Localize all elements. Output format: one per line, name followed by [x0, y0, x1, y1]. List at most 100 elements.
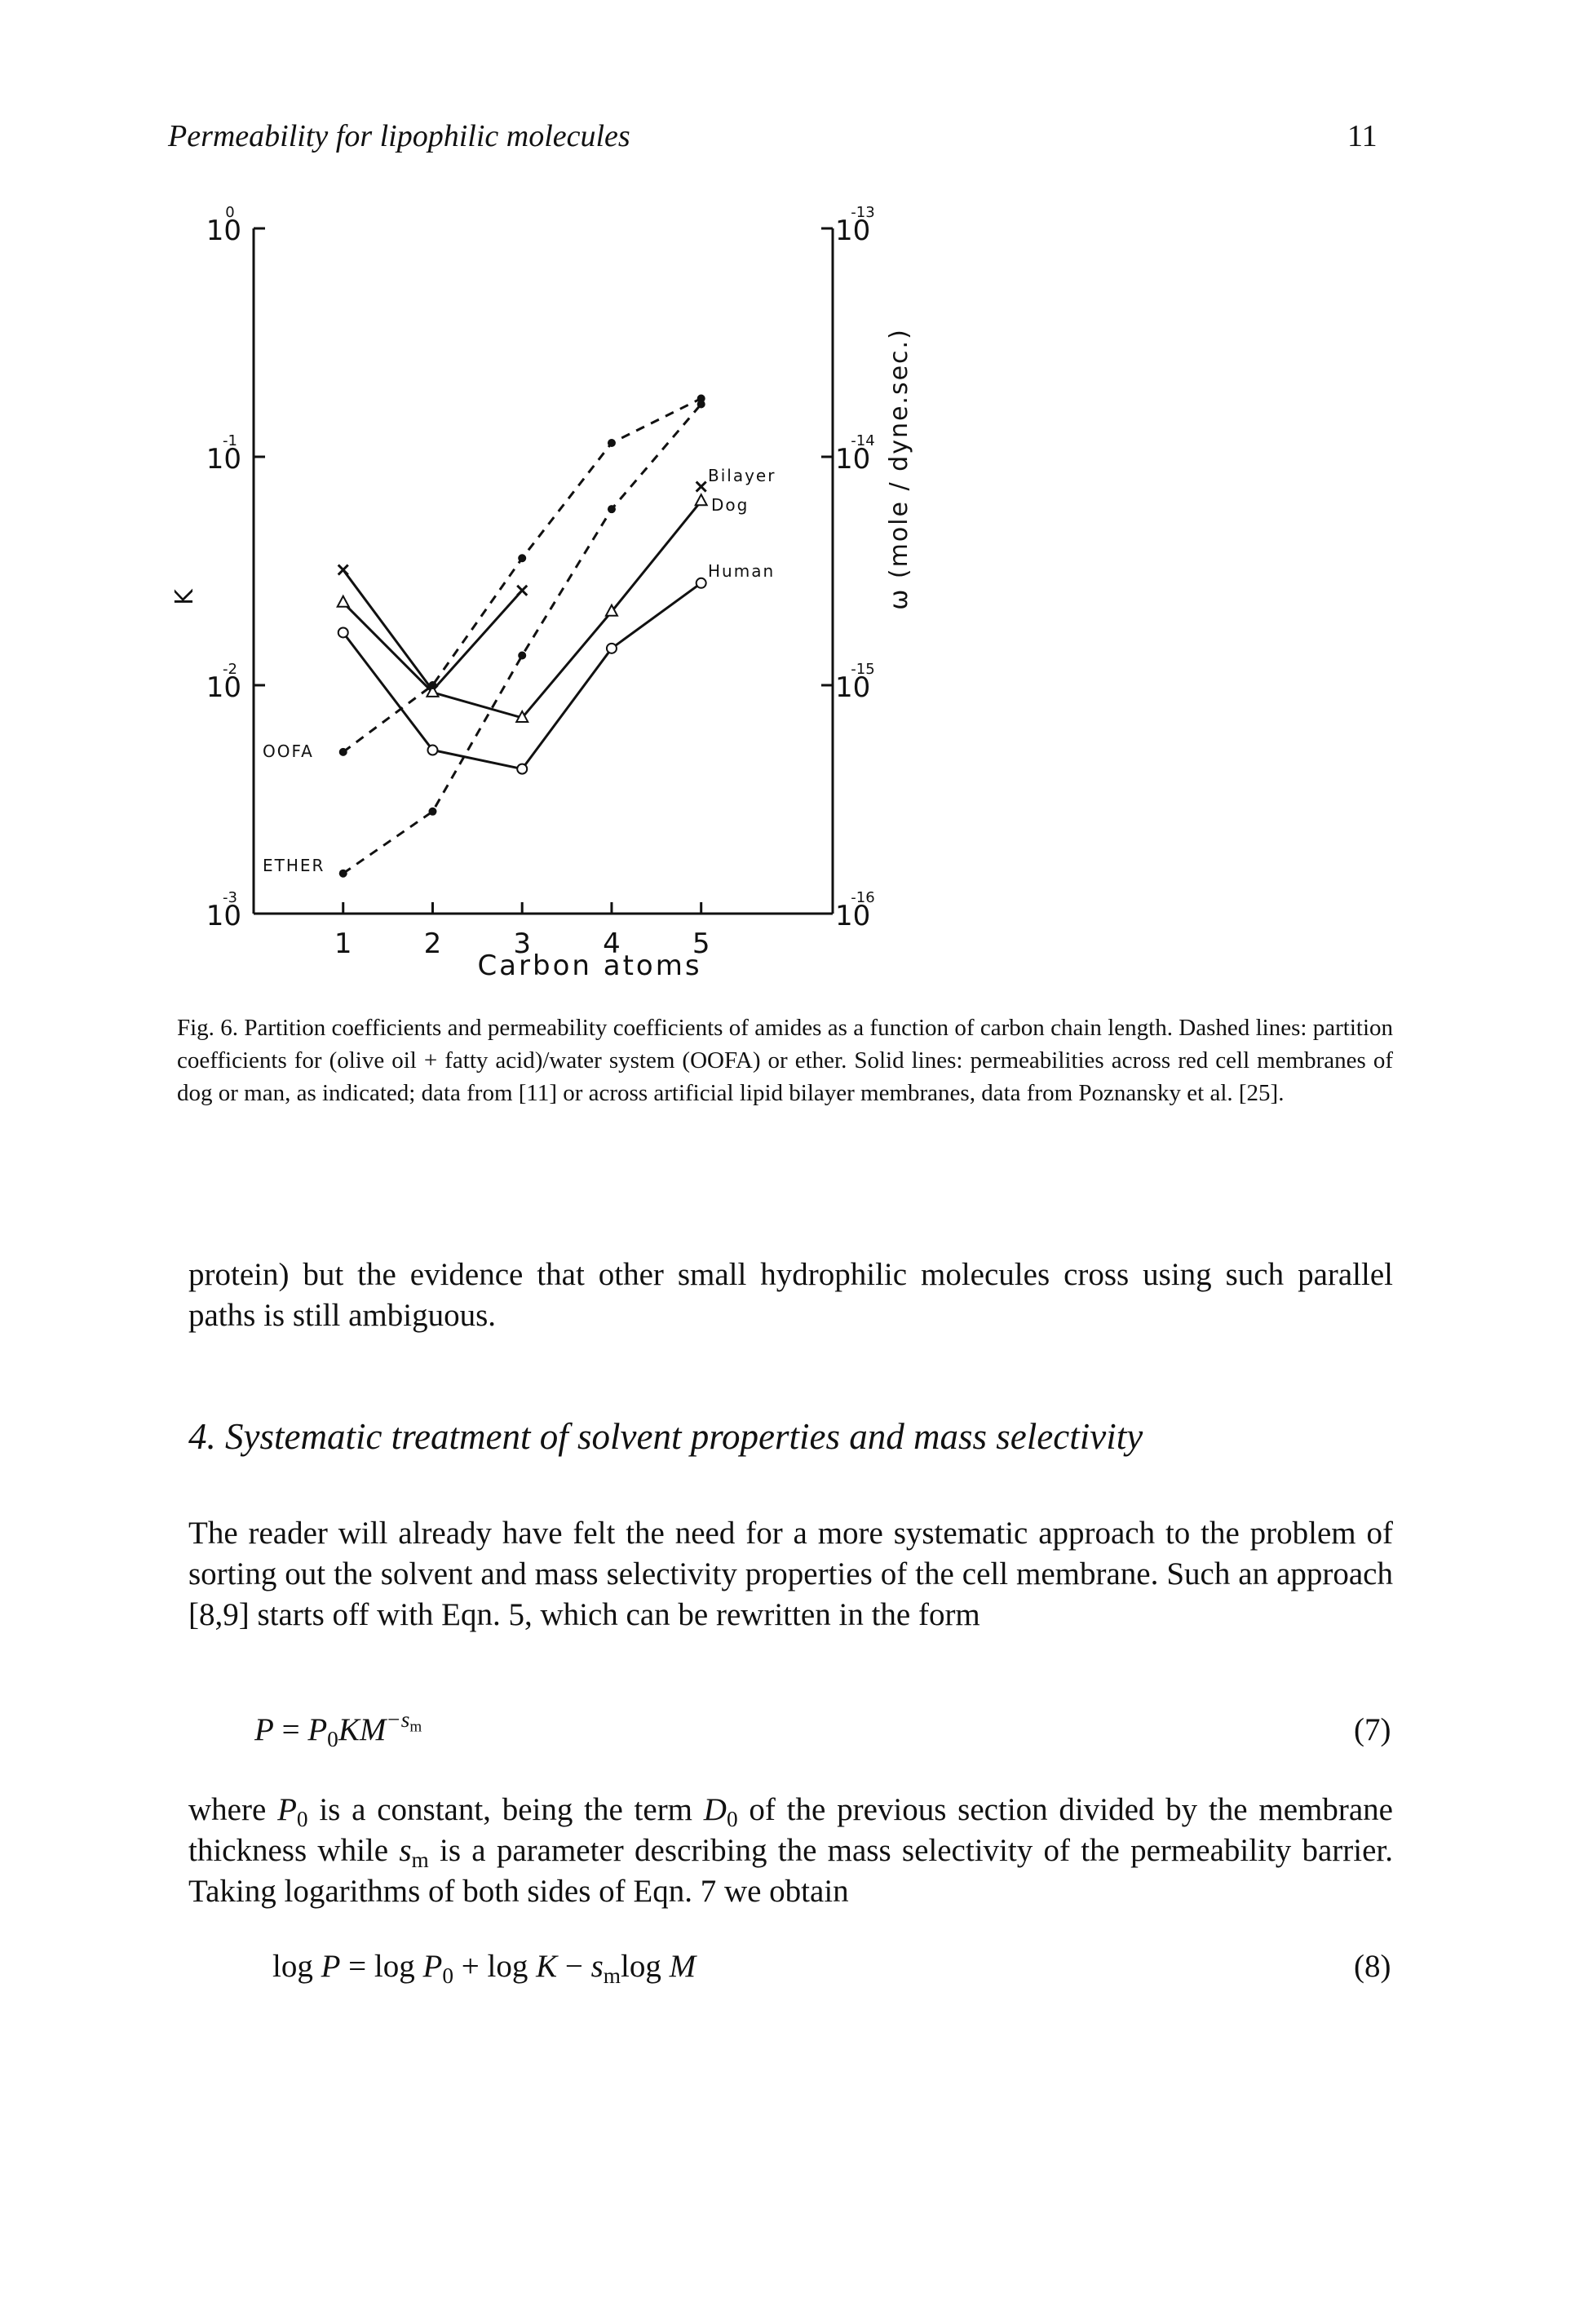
y2-tick-label: 10 [835, 671, 870, 704]
text: + log [453, 1949, 537, 1984]
data-point [428, 681, 437, 689]
running-title: Permeability for lipophilic molecules [168, 119, 630, 153]
data-point [515, 709, 529, 723]
y2-tick-exponent: -14 [851, 432, 874, 449]
x-tick-label: 3 [513, 927, 531, 960]
text: of the previous section divided by the m… [188, 1792, 1393, 1868]
y2-tick-label: 10 [835, 443, 870, 476]
y-tick-label: 10 [206, 215, 241, 247]
figure-caption: Fig. 6. Partition coefficients and perme… [177, 1015, 1393, 1106]
data-point [604, 603, 619, 617]
x-tick-label: 1 [334, 927, 352, 960]
data-point [516, 584, 528, 596]
subscript: m [603, 1963, 621, 1989]
equation-number: (7) [1354, 1712, 1391, 1747]
data-point [696, 400, 705, 409]
data-point [337, 626, 349, 639]
data-point [607, 505, 616, 514]
y-tick-exponent: -1 [223, 432, 237, 449]
x-tick-label: 5 [692, 927, 710, 960]
data-point [428, 807, 437, 816]
symbol: s [590, 1949, 604, 1984]
symbol: M [669, 1949, 696, 1984]
symbol: P [422, 1949, 443, 1984]
data-point [696, 394, 705, 403]
text: protein) but the evidence that other sma… [188, 1257, 1393, 1333]
x-tick-label: 2 [424, 927, 442, 960]
series-line [342, 582, 702, 771]
series-line [343, 487, 701, 691]
symbol: KM [338, 1712, 387, 1747]
y-tick-exponent: -3 [223, 889, 237, 906]
data-point [338, 747, 347, 756]
equation-number: (8) [1354, 1949, 1391, 1984]
series-label: Dog [711, 495, 749, 515]
symbol: D [703, 1792, 727, 1827]
series-line [342, 397, 702, 754]
y-tick-label: 10 [206, 443, 241, 476]
data-point [338, 869, 347, 878]
series-label: Bilayer [708, 466, 776, 485]
series-line [342, 403, 702, 874]
y2-tick-label: 10 [835, 900, 870, 932]
y-tick-label: 10 [206, 900, 241, 932]
data-point [518, 651, 527, 660]
text: The reader will already have felt the ne… [188, 1516, 1393, 1632]
paragraph: protein) but the evidence that other sma… [188, 1255, 1393, 1336]
equation: P = P0KM−sm [254, 1708, 422, 1752]
text: = [273, 1712, 308, 1747]
series-line [342, 500, 702, 719]
series-label: OOFA [263, 741, 314, 761]
data-point [336, 594, 351, 608]
data-point [516, 763, 528, 775]
y2-axis-label: ω (mole / dyne.sec.) [885, 328, 913, 610]
subscript: 0 [296, 1807, 308, 1832]
data-point [518, 554, 527, 563]
symbol: P [254, 1712, 274, 1747]
data-point [337, 564, 349, 576]
data-point [695, 480, 707, 493]
data-point [694, 493, 709, 507]
y2-tick-label: 10 [835, 215, 870, 247]
symbol: P [277, 1792, 297, 1827]
text: is a parameter describing the mass selec… [188, 1833, 1393, 1909]
paragraph: where P0 is a constant, being the term D… [188, 1790, 1393, 1912]
subscript: m [411, 1848, 429, 1873]
superscript: −sm [386, 1706, 422, 1736]
y2-tick-exponent: -15 [851, 661, 874, 678]
x-axis-label: Carbon atoms [477, 950, 701, 982]
subscript: 0 [327, 1727, 338, 1752]
data-point [425, 684, 440, 697]
text: − [557, 1949, 591, 1984]
y-tick-exponent: -2 [223, 661, 237, 678]
subscript: 0 [442, 1963, 453, 1989]
subscript: 0 [726, 1807, 738, 1832]
data-point [607, 439, 616, 448]
y-tick-label: 10 [206, 671, 241, 704]
text: is a constant, being the term [307, 1792, 704, 1827]
series-label: Human [708, 561, 775, 581]
y2-tick-exponent: -16 [851, 889, 874, 906]
data-point [695, 577, 707, 589]
equation: log P = log P0 + log K − smlog M [272, 1948, 696, 1989]
section-heading: 4. Systematic treatment of solvent prope… [188, 1416, 1143, 1457]
symbol: K [536, 1949, 558, 1984]
symbol: P [307, 1712, 328, 1747]
x-tick-label: 4 [603, 927, 621, 960]
symbol: −s [386, 1706, 410, 1732]
y-axis-label: K [170, 588, 199, 605]
subscript: m [409, 1718, 422, 1736]
text: where [188, 1792, 278, 1827]
text: log [272, 1949, 321, 1984]
y-tick-exponent: 0 [225, 204, 234, 221]
data-point [427, 744, 439, 756]
text: = log [340, 1949, 423, 1984]
text: log [621, 1949, 670, 1984]
symbol: P [321, 1949, 341, 1984]
symbol: s [399, 1833, 412, 1868]
series-label: ETHER [263, 856, 325, 875]
page-number: 11 [1347, 119, 1378, 153]
y2-tick-exponent: -13 [851, 204, 874, 221]
